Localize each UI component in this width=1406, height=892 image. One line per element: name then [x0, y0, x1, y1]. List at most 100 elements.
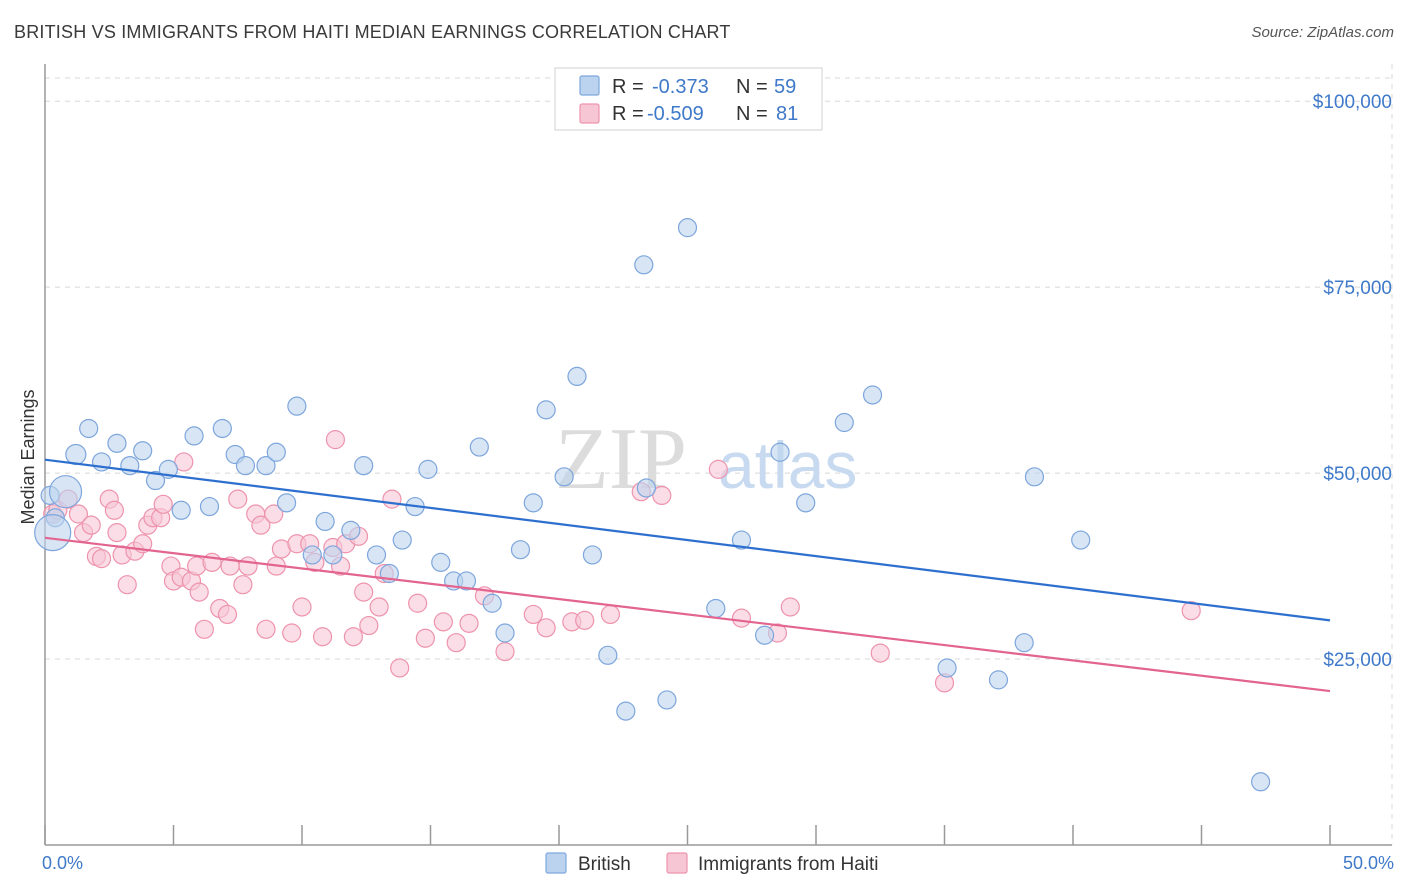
trend-lines [44, 458, 1331, 693]
haiti-point-71 [652, 485, 672, 506]
legend-swatch-haiti [579, 103, 600, 124]
british-point-27 [366, 545, 387, 565]
haiti-point-29 [217, 604, 238, 625]
british-point-24 [323, 545, 343, 565]
haiti-point-25 [189, 582, 209, 602]
british-point-43 [582, 545, 603, 565]
axes-layer [44, 64, 1392, 846]
british-point-45 [616, 701, 636, 721]
legend-box: R = -0.373 N = 59 R = -0.509 N = 81 [554, 67, 823, 131]
y-tick-label-3: $100,000 [1313, 92, 1392, 113]
y-axis-label: Median Earnings [18, 389, 38, 524]
haiti-point-35 [251, 515, 271, 535]
british-point-32 [431, 552, 451, 572]
haiti-point-58 [408, 593, 428, 613]
haiti-point-36 [256, 619, 276, 639]
british-point-35 [469, 437, 489, 457]
haiti-point-47 [325, 430, 346, 450]
british-point-55 [834, 412, 854, 433]
british-point-25 [341, 520, 361, 540]
x-tick-label-1: 50.0% [1343, 853, 1394, 873]
haiti-point-61 [446, 633, 466, 653]
british-point-56 [862, 385, 883, 405]
chart-title: BRITISH VS IMMIGRANTS FROM HAITI MEDIAN … [14, 22, 731, 42]
bottom-legend-label-british: British [578, 854, 631, 875]
british-point-29 [392, 530, 412, 550]
british-point-47 [636, 478, 656, 498]
haiti-point-76 [870, 643, 890, 663]
british-point-60 [1024, 467, 1045, 487]
british-point-19 [266, 442, 286, 462]
haiti-point-26 [194, 619, 214, 639]
haiti-point-33 [238, 556, 258, 576]
british-point-38 [510, 540, 531, 560]
haiti-point-78 [1181, 601, 1201, 621]
x-tick-label-0: 0.0% [42, 853, 83, 873]
legend-r-label-haiti: R = [612, 103, 644, 125]
bottom-legend: British Immigrants from Haiti [545, 852, 879, 875]
legend-n-value-british: 59 [774, 76, 796, 98]
bottom-legend-swatch-haiti [666, 852, 688, 874]
haiti-point-7 [91, 549, 112, 569]
british-point-34 [456, 571, 477, 591]
british-point-54 [796, 493, 816, 513]
british-point-12 [171, 500, 191, 520]
haiti-point-53 [359, 615, 379, 636]
haiti-trend-line [44, 536, 1331, 693]
british-point-51 [731, 530, 752, 550]
british-point-21 [287, 396, 307, 416]
british-point-20 [276, 493, 297, 513]
haiti-point-3 [68, 504, 89, 524]
haiti-point-64 [495, 642, 515, 662]
british-point-13 [184, 426, 204, 446]
british-point-48 [657, 690, 677, 710]
british-point-7 [107, 433, 127, 453]
british-point-53 [770, 442, 790, 462]
british-point-39 [523, 493, 543, 513]
haiti-point-5 [81, 515, 101, 535]
haiti-point-75 [780, 597, 800, 617]
british-point-42 [567, 366, 587, 386]
british-point-50 [706, 598, 726, 619]
haiti-point-10 [107, 522, 127, 543]
british-point-23 [315, 511, 335, 532]
bottom-legend-label-haiti: Immigrants from Haiti [698, 854, 879, 875]
british-point-15 [212, 418, 232, 439]
haiti-point-72 [708, 459, 728, 479]
haiti-point-32 [233, 575, 253, 595]
watermark-atlas: atlas [718, 428, 857, 502]
british-point-58 [988, 670, 1009, 690]
british-point-36 [482, 593, 502, 613]
legend-r-value-british: -0.373 [652, 76, 709, 98]
haiti-point-50 [343, 627, 363, 647]
british-point-17 [235, 456, 256, 476]
haiti-point-69 [600, 604, 621, 625]
tick-labels: $25,000 $50,000 $75,000 $100,000 0.0% 50.0% [42, 92, 1394, 873]
bottom-legend-swatch-british [545, 852, 567, 874]
haiti-point-45 [312, 627, 333, 647]
legend-n-value-haiti: 81 [776, 103, 798, 125]
british-point-14 [199, 496, 220, 517]
y-tick-label-0: $25,000 [1323, 650, 1392, 671]
british-point-44 [598, 645, 618, 665]
british-point-10 [145, 470, 166, 491]
british-point-4 [65, 443, 87, 466]
haiti-point-56 [382, 489, 402, 509]
haiti-points [43, 430, 1201, 693]
british-point-57 [937, 658, 957, 678]
watermark: ZIP atlas [555, 411, 857, 508]
haiti-point-37 [264, 504, 284, 524]
british-point-18 [256, 456, 276, 476]
haiti-point-12 [117, 575, 137, 595]
british-point-9 [133, 441, 153, 461]
haiti-point-65 [523, 604, 543, 625]
british-point-49 [677, 218, 698, 238]
legend-swatch-british [579, 75, 600, 96]
british-point-52 [754, 625, 775, 645]
haiti-point-22 [174, 452, 194, 472]
haiti-point-60 [433, 612, 453, 632]
legend-r-label-british: R = [612, 76, 644, 98]
british-point-59 [1014, 633, 1034, 653]
haiti-point-40 [282, 623, 302, 643]
